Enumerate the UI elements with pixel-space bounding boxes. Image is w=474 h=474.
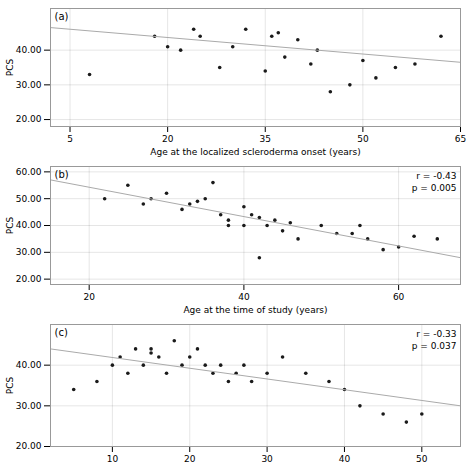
svg-text:Age at the time of study (year: Age at the time of study (years): [183, 305, 327, 315]
svg-text:Age at the localized scleroder: Age at the localized scleroderma onset (…: [150, 147, 360, 157]
svg-text:5: 5: [67, 134, 73, 144]
svg-text:(c): (c): [55, 327, 68, 338]
svg-text:20.00: 20.00: [16, 274, 42, 284]
svg-text:PCS: PCS: [5, 377, 15, 395]
svg-text:20: 20: [83, 292, 95, 302]
svg-text:40.00: 40.00: [16, 45, 42, 55]
svg-text:10: 10: [107, 454, 119, 464]
svg-text:40: 40: [238, 292, 250, 302]
svg-text:(b): (b): [55, 169, 69, 180]
svg-text:60.00: 60.00: [16, 167, 42, 177]
svg-text:40.00: 40.00: [16, 220, 42, 230]
svg-text:PCS: PCS: [5, 59, 15, 77]
svg-text:30.00: 30.00: [16, 247, 42, 257]
svg-text:50: 50: [357, 134, 369, 144]
svg-text:20: 20: [162, 134, 174, 144]
svg-text:40.00: 40.00: [16, 360, 42, 370]
svg-text:(a): (a): [55, 11, 69, 22]
svg-text:20: 20: [184, 454, 196, 464]
svg-text:50.00: 50.00: [16, 194, 42, 204]
svg-text:PCS: PCS: [5, 217, 15, 235]
svg-text:65: 65: [455, 134, 466, 144]
svg-text:30.00: 30.00: [16, 80, 42, 90]
svg-text:r = -0.33p = 0.037: r = -0.33p = 0.037: [412, 329, 457, 351]
svg-text:30.00: 30.00: [16, 401, 42, 411]
svg-text:r = -0.43p = 0.005: r = -0.43p = 0.005: [412, 171, 457, 193]
svg-text:60: 60: [393, 292, 405, 302]
svg-text:40: 40: [339, 454, 351, 464]
svg-text:20.00: 20.00: [16, 114, 42, 124]
svg-text:20.00: 20.00: [16, 441, 42, 451]
svg-text:35: 35: [260, 134, 271, 144]
svg-text:30: 30: [261, 454, 273, 464]
svg-text:50: 50: [416, 454, 428, 464]
